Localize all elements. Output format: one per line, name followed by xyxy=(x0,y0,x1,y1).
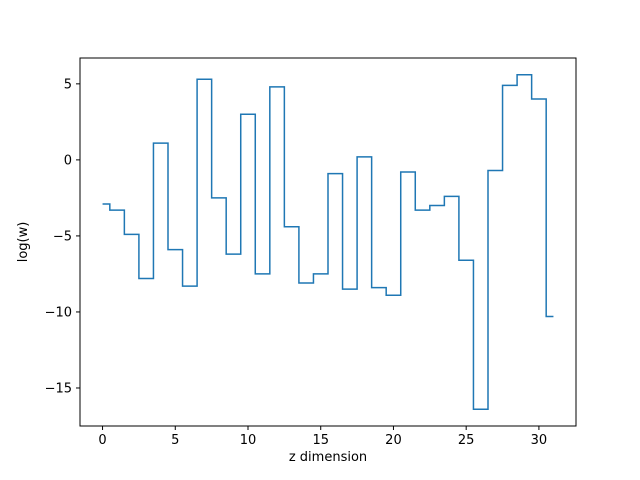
y-tick-label: −15 xyxy=(45,381,72,396)
x-tick-label: 5 xyxy=(171,433,179,448)
x-tick-label: 0 xyxy=(98,433,106,448)
y-tick-label: −10 xyxy=(45,305,72,320)
x-tick-label: 25 xyxy=(458,433,475,448)
x-tick-label: 10 xyxy=(240,433,257,448)
x-tick-label: 20 xyxy=(385,433,402,448)
x-tick-label: 30 xyxy=(531,433,548,448)
x-tick-label: 15 xyxy=(312,433,329,448)
plot-area-border xyxy=(79,57,577,427)
y-tick-label: 0 xyxy=(64,153,72,168)
y-tick-label: −5 xyxy=(53,229,72,244)
axis-ticks: 0 5 10 15 20 25 30 −15 −10 −5 0 5 xyxy=(45,77,548,448)
y-tick-label: 5 xyxy=(64,77,72,92)
x-axis-label: z dimension xyxy=(289,450,367,465)
y-axis-label: log(w) xyxy=(16,222,31,263)
data-series-line xyxy=(102,73,554,411)
